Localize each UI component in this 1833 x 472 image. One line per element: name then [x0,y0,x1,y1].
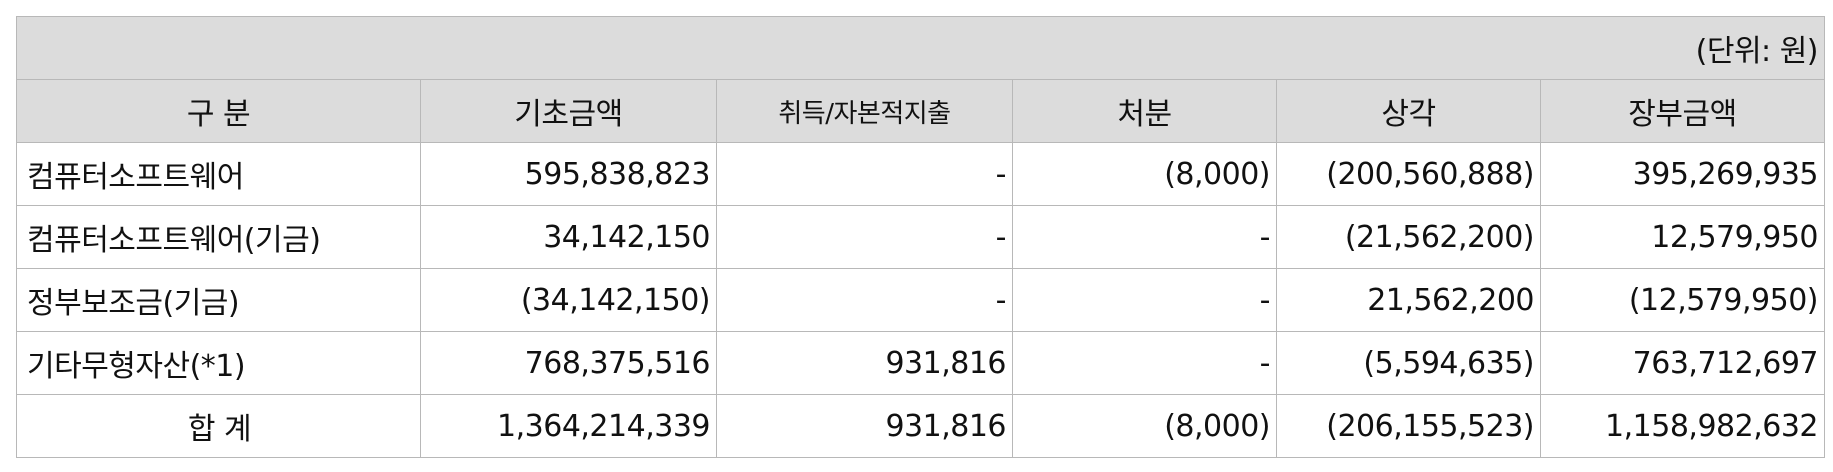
header-row: 구 분 기초금액 취득/자본적지출 처분 상각 장부금액 [16,79,1826,143]
total-row: 합 계 1,364,214,339 931,816 (8,000) (206,1… [16,394,1826,458]
cell-acquisition: - [716,142,1013,206]
row-label: 정부보조금(기금) [16,268,421,332]
cell-amortization: (206,155,523) [1276,394,1541,458]
cell-beginning-amount: 595,838,823 [420,142,717,206]
intangible-assets-table: (단위: 원) 구 분 기초금액 취득/자본적지출 처분 상각 장부금액 컴퓨터… [15,16,1826,458]
cell-book-value: 763,712,697 [1539,331,1826,395]
header-book-value: 장부금액 [1539,79,1826,143]
cell-disposal: - [1012,331,1277,395]
intangible-assets-table-container: (단위: 원) 구 분 기초금액 취득/자본적지출 처분 상각 장부금액 컴퓨터… [15,16,1826,458]
cell-book-value: 395,269,935 [1539,142,1826,206]
cell-acquisition: 931,816 [716,394,1013,458]
header-beginning-amount: 기초금액 [420,79,717,143]
header-amortization: 상각 [1276,79,1541,143]
header-acquisition: 취득/자본적지출 [716,79,1013,143]
cell-amortization: 21,562,200 [1276,268,1541,332]
table-row: 정부보조금(기금) (34,142,150) - - 21,562,200 (1… [16,268,1826,332]
cell-disposal: - [1012,205,1277,269]
cell-beginning-amount: 34,142,150 [420,205,717,269]
cell-book-value: 1,158,982,632 [1539,394,1826,458]
row-label: 컴퓨터소프트웨어 [16,142,421,206]
cell-book-value: (12,579,950) [1539,268,1826,332]
header-disposal: 처분 [1012,79,1277,143]
table-row: 컴퓨터소프트웨어 595,838,823 - (8,000) (200,560,… [16,142,1826,206]
cell-amortization: (200,560,888) [1276,142,1541,206]
cell-acquisition: - [716,205,1013,269]
table-row: 기타무형자산(*1) 768,375,516 931,816 - (5,594,… [16,331,1826,395]
cell-beginning-amount: (34,142,150) [420,268,717,332]
unit-row: (단위: 원) [15,16,1826,80]
cell-amortization: (21,562,200) [1276,205,1541,269]
cell-book-value: 12,579,950 [1539,205,1826,269]
total-label: 합 계 [16,394,421,458]
header-category: 구 분 [16,79,421,143]
cell-acquisition: - [716,268,1013,332]
cell-disposal: (8,000) [1012,142,1277,206]
cell-beginning-amount: 1,364,214,339 [420,394,717,458]
cell-disposal: (8,000) [1012,394,1277,458]
row-label: 컴퓨터소프트웨어(기금) [16,205,421,269]
unit-note: (단위: 원) [15,16,1826,80]
table-row: 컴퓨터소프트웨어(기금) 34,142,150 - - (21,562,200)… [16,205,1826,269]
cell-disposal: - [1012,268,1277,332]
cell-acquisition: 931,816 [716,331,1013,395]
cell-beginning-amount: 768,375,516 [420,331,717,395]
cell-amortization: (5,594,635) [1276,331,1541,395]
row-label: 기타무형자산(*1) [16,331,421,395]
